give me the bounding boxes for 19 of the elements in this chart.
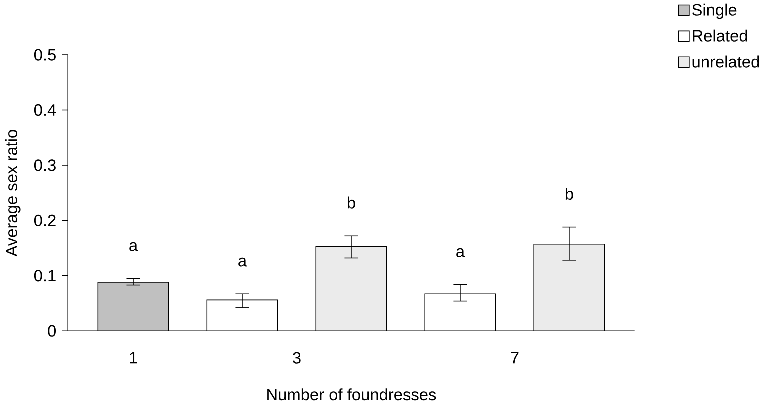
y-tick-label: 0.3	[34, 160, 56, 172]
x-tick-label: 3	[293, 352, 301, 364]
y-tick-label: 0.1	[34, 270, 56, 282]
x-tick-label: 7	[511, 352, 519, 364]
y-tick-label: 0.4	[34, 104, 56, 116]
data-label: b	[348, 196, 356, 209]
legend-label: Related	[693, 30, 748, 42]
x-axis-title: Number of foundresses	[268, 388, 436, 401]
data-label: a	[130, 242, 138, 252]
data-label: a	[238, 258, 248, 267]
y-tick-label: 0.5	[34, 49, 56, 61]
legend-label: unrelated	[692, 56, 760, 68]
y-tick-label: 0.2	[34, 214, 56, 226]
x-tick-label: 1	[130, 352, 138, 364]
y-tick-label: 0	[48, 325, 56, 337]
y-axis-title: Average sex ratio	[5, 130, 21, 257]
data-label: b	[566, 188, 574, 200]
data-label: a	[456, 248, 466, 258]
legend-label: Single	[692, 4, 737, 20]
